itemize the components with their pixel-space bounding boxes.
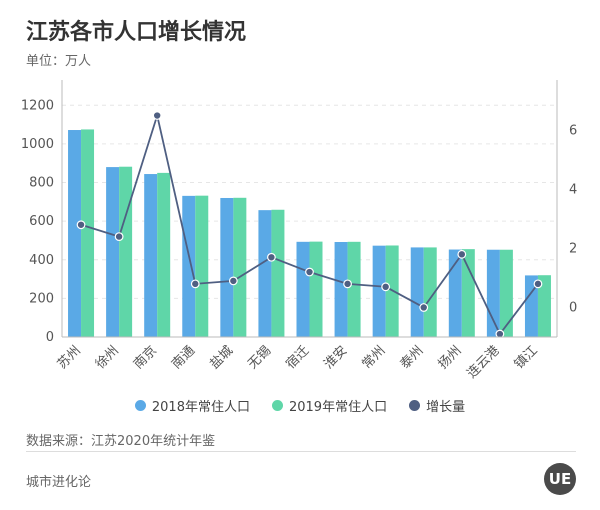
y-tick-label: 200: [29, 291, 54, 306]
y-tick-label: 1200: [21, 98, 54, 113]
bar: [296, 241, 310, 337]
y-tick-label: 1000: [21, 137, 54, 152]
x-tick-label: 宿迁: [283, 343, 313, 373]
brand-logo: UE: [544, 463, 576, 495]
bar: [486, 249, 500, 337]
growth-point: [152, 111, 162, 120]
growth-point: [495, 329, 505, 339]
growth-point: [343, 279, 352, 289]
x-tick-label: 盐城: [207, 343, 236, 372]
bar: [524, 275, 538, 337]
legend-label-2018: 2018年常住人口: [151, 400, 250, 415]
data-source: 数据来源：江苏2020年统计年鉴: [26, 434, 216, 449]
bar: [157, 172, 171, 337]
y-tick-label: 600: [29, 214, 54, 229]
legend-label-2019: 2019年常住人口: [288, 400, 388, 415]
bar: [372, 245, 386, 337]
bar: [309, 241, 323, 337]
bar: [410, 247, 424, 337]
y2-tick-label: 6: [569, 123, 577, 138]
legend-swatch-2018: [134, 400, 146, 411]
legend-item-2019[interactable]: 2019年常住人口: [271, 396, 388, 415]
legend-swatch-2019: [271, 400, 283, 411]
legend-swatch-growth: [409, 400, 421, 411]
x-tick-label: 淮安: [321, 343, 350, 372]
y2-tick-label: 2: [569, 241, 577, 256]
y-tick-label: 800: [29, 176, 54, 191]
x-tick-label: 徐州: [93, 343, 122, 372]
bar: [347, 241, 361, 337]
bar: [233, 197, 247, 337]
growth-point: [457, 249, 467, 259]
bar: [423, 247, 437, 337]
x-tick-label: 连云港: [464, 343, 503, 382]
x-tick-label: 南京: [130, 343, 160, 373]
bar: [68, 130, 82, 337]
y-tick-label: 0: [46, 330, 54, 345]
bar: [258, 210, 272, 337]
growth-point: [190, 279, 200, 289]
x-tick-label: 常州: [359, 343, 388, 372]
growth-point: [267, 252, 276, 262]
growth-point: [76, 220, 86, 230]
bar: [81, 129, 95, 337]
y-tick-label: 400: [29, 253, 54, 268]
bar: [271, 209, 285, 337]
growth-point: [228, 276, 238, 286]
bar: [461, 249, 475, 337]
chart-legend: 2018年常住人口 2019年常住人口 增长量: [0, 396, 600, 415]
bar: [119, 166, 133, 337]
bar: [106, 167, 120, 337]
chart-subtitle: 单位：万人: [26, 54, 92, 69]
growth-point: [419, 303, 429, 312]
x-tick-label: 泰州: [398, 343, 427, 372]
x-tick-label: 镇江: [512, 343, 541, 372]
brand-name: 城市进化论: [26, 475, 92, 490]
y2-tick-label: 4: [569, 182, 577, 197]
line-layer: [76, 111, 543, 339]
bar: [334, 242, 348, 337]
growth-point: [305, 267, 314, 277]
bar: [182, 195, 196, 337]
bar: [448, 249, 462, 337]
bar: [537, 275, 551, 337]
divider: [26, 451, 576, 452]
bar: [499, 249, 513, 337]
legend-item-growth[interactable]: 增长量: [409, 396, 465, 415]
x-tick-label: 苏州: [54, 343, 84, 373]
x-tick-label: 南通: [168, 343, 198, 373]
bar: [220, 197, 234, 337]
bar: [195, 195, 209, 337]
growth-point: [533, 279, 543, 289]
x-tick-label: 无锡: [245, 343, 274, 372]
bars-layer: [68, 129, 551, 337]
growth-point: [114, 232, 124, 242]
chart-plot: 0 200 400 600 800 1000 1200 0 2 4 6 苏州 徐州 南京 南通 盐城 无锡 宿迁淮…: [21, 80, 577, 382]
x-tick-label: 扬州: [436, 343, 465, 372]
bar: [144, 174, 158, 337]
y2-tick-label: 0: [569, 300, 577, 315]
legend-label-growth: 增长量: [426, 400, 466, 415]
growth-point: [381, 282, 391, 292]
legend-item-2018[interactable]: 2018年常住人口: [134, 396, 250, 415]
chart-title: 江苏各市人口增长情况: [26, 20, 247, 45]
